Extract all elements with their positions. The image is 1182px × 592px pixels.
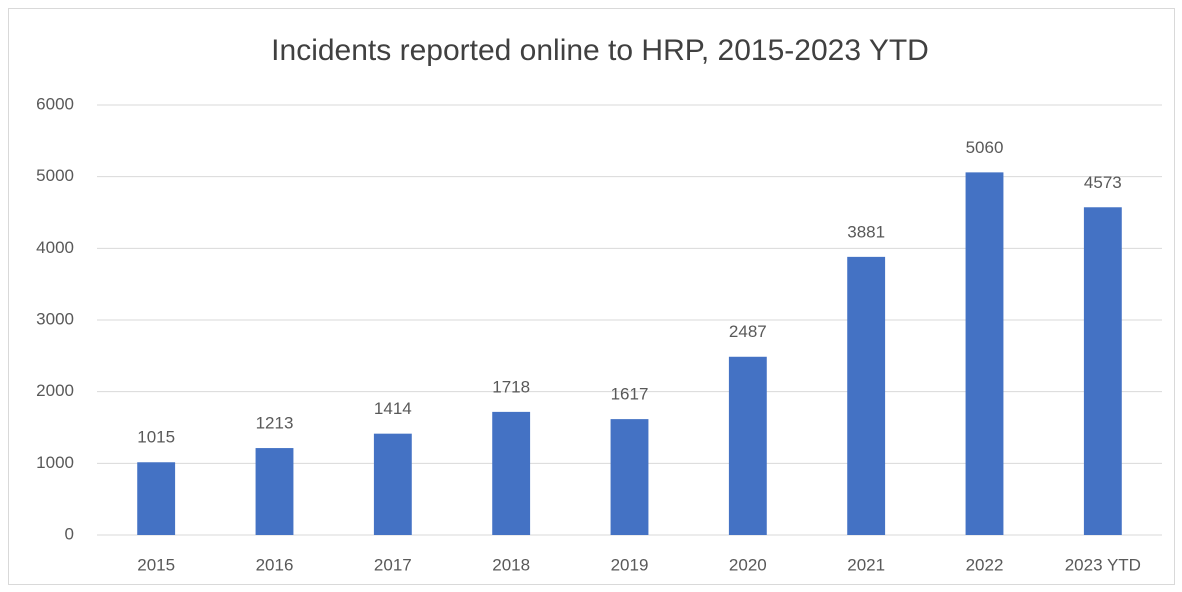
data-label: 2487 bbox=[729, 322, 767, 341]
y-tick-label: 1000 bbox=[36, 453, 74, 472]
y-tick-label: 3000 bbox=[36, 309, 74, 328]
data-label: 1617 bbox=[611, 385, 649, 404]
x-tick-label: 2016 bbox=[256, 555, 294, 574]
y-tick-label: 4000 bbox=[36, 238, 74, 257]
bar bbox=[965, 172, 1004, 535]
bar bbox=[1083, 207, 1122, 536]
data-label: 1015 bbox=[137, 428, 175, 447]
x-tick-label: 2023 YTD bbox=[1065, 555, 1141, 574]
bar bbox=[728, 356, 767, 535]
data-label: 1213 bbox=[256, 414, 294, 433]
bar bbox=[847, 256, 886, 535]
x-tick-label: 2020 bbox=[729, 555, 767, 574]
data-label: 1414 bbox=[374, 399, 412, 418]
bar bbox=[137, 462, 176, 535]
data-label: 5060 bbox=[966, 138, 1004, 157]
data-label: 3881 bbox=[847, 222, 885, 241]
bar bbox=[492, 411, 531, 535]
bar bbox=[373, 433, 412, 535]
y-tick-label: 5000 bbox=[36, 166, 74, 185]
data-label: 4573 bbox=[1084, 173, 1122, 192]
x-tick-label: 2019 bbox=[611, 555, 649, 574]
chart-title: Incidents reported online to HRP, 2015-2… bbox=[271, 34, 929, 67]
y-tick-label: 6000 bbox=[36, 94, 74, 113]
x-tick-label: 2018 bbox=[492, 555, 530, 574]
x-tick-label: 2015 bbox=[137, 555, 175, 574]
bar bbox=[255, 448, 294, 535]
y-tick-label: 0 bbox=[65, 524, 74, 543]
bar bbox=[610, 419, 649, 535]
x-tick-label: 2017 bbox=[374, 555, 412, 574]
y-tick-label: 2000 bbox=[36, 381, 74, 400]
x-tick-label: 2022 bbox=[966, 555, 1004, 574]
x-tick-label: 2021 bbox=[847, 555, 885, 574]
data-label: 1718 bbox=[492, 377, 530, 396]
